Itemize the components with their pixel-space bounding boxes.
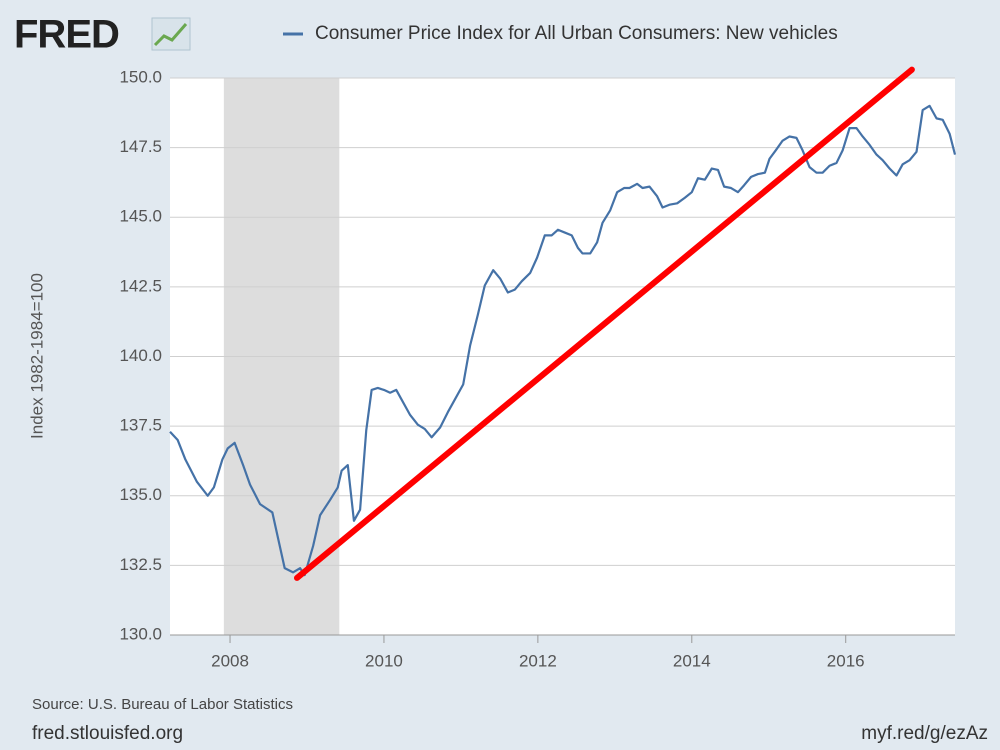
x-tick-label: 2014 <box>673 651 711 670</box>
legend-label: Consumer Price Index for All Urban Consu… <box>315 23 838 44</box>
logo: FRED <box>14 13 119 57</box>
x-tick-label: 2016 <box>827 651 865 670</box>
x-tick-label: 2012 <box>519 651 557 670</box>
short-url: myf.red/g/ezAz <box>861 723 988 744</box>
site: fred.stlouisfed.org <box>32 723 183 744</box>
source: Source: U.S. Bureau of Labor Statistics <box>32 696 293 713</box>
x-tick-label: 2008 <box>211 651 249 670</box>
series-line <box>169 104 957 577</box>
y-tick-label: 140.0 <box>119 346 162 365</box>
y-tick-label: 150.0 <box>119 67 162 86</box>
annotation-line <box>293 66 915 581</box>
y-tick-label: 147.5 <box>119 137 162 156</box>
y-tick-label: 142.5 <box>119 276 162 295</box>
y-tick-label: 137.5 <box>119 416 162 435</box>
y-tick-label: 135.0 <box>119 485 162 504</box>
y-tick-label: 130.0 <box>119 624 162 643</box>
logo-icon <box>151 17 191 51</box>
x-tick-label: 2010 <box>365 651 403 670</box>
y-tick-label: 132.5 <box>119 555 162 574</box>
y-tick-label: 145.0 <box>119 207 162 226</box>
y-axis-label: Index 1982-1984=100 <box>27 273 46 439</box>
